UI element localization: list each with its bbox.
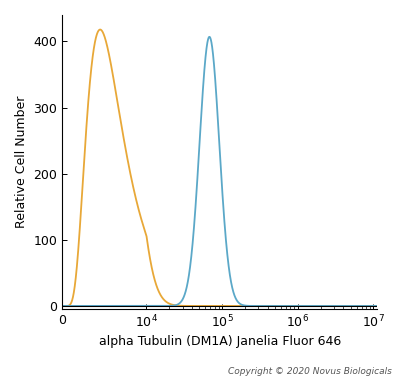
X-axis label: alpha Tubulin (DM1A) Janelia Fluor 646: alpha Tubulin (DM1A) Janelia Fluor 646 — [99, 335, 341, 348]
Text: Copyright © 2020 Novus Biologicals: Copyright © 2020 Novus Biologicals — [228, 367, 392, 376]
Y-axis label: Relative Cell Number: Relative Cell Number — [15, 96, 28, 228]
